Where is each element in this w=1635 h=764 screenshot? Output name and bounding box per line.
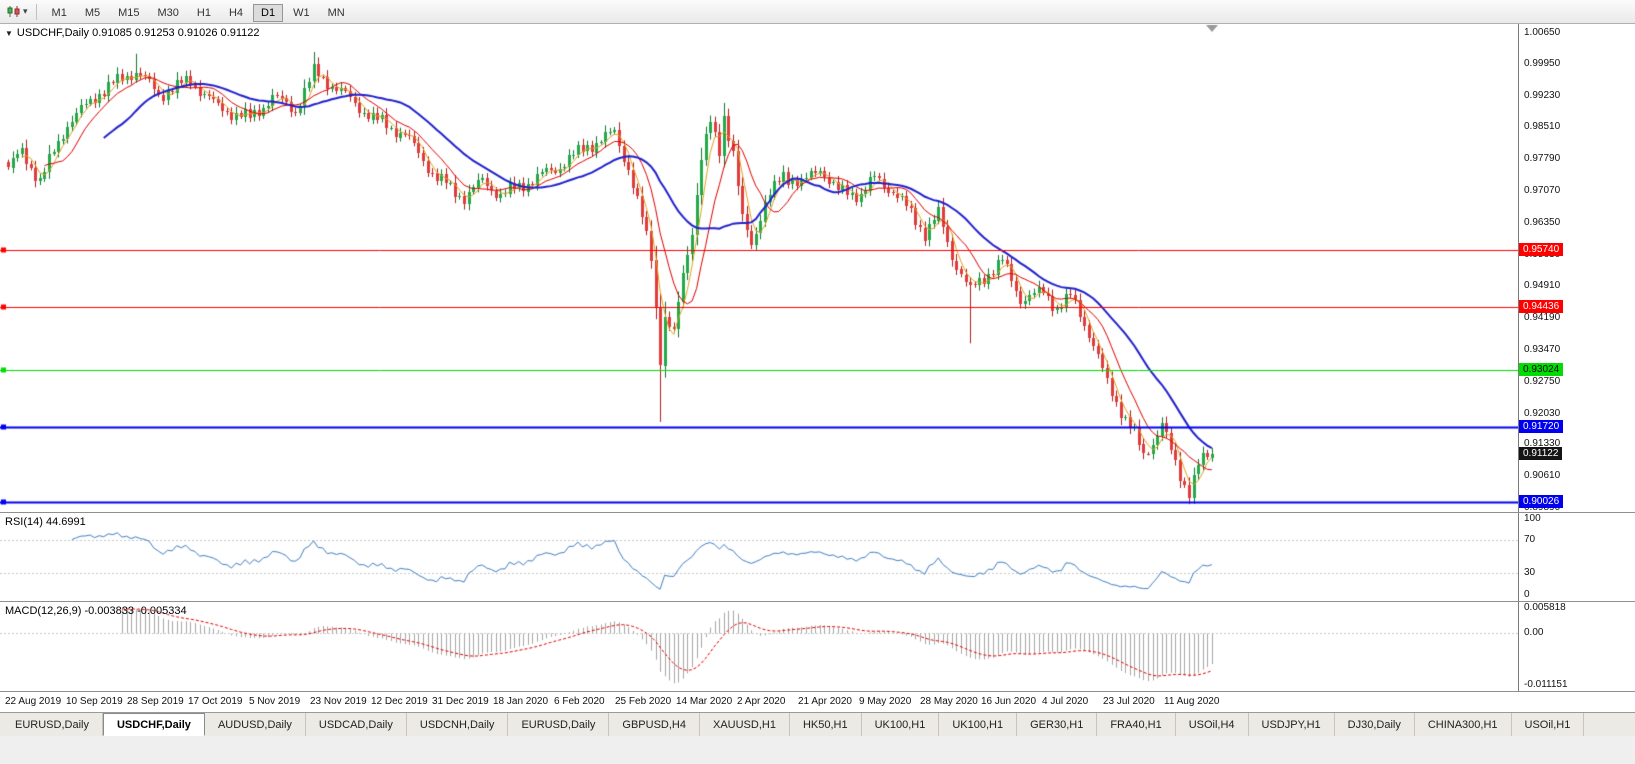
price-scale-label: 0.97070	[1524, 185, 1561, 197]
time-axis-label: 23 Jul 2020	[1103, 696, 1155, 707]
time-axis-label: 22 Aug 2019	[5, 696, 62, 707]
price-scale-label: 0.97790	[1524, 153, 1561, 165]
toolbar: ▾ M1 M5 M15 M30 H1 H4 D1 W1 MN	[0, 0, 1635, 24]
hline-price-badge: 0.91720	[1519, 420, 1564, 434]
timeframe-button-m5[interactable]: M5	[84, 6, 101, 19]
time-axis-label: 2 Apr 2020	[737, 696, 786, 707]
price-scale-label: 0.94190	[1524, 312, 1561, 324]
time-axis-label: 17 Oct 2019	[188, 696, 243, 707]
price-scale[interactable]: 1.00650 0.99950 0.99230 0.98510 0.97790 0.970…	[1518, 24, 1635, 512]
tab-dj30-daily[interactable]: DJ30,Daily	[1335, 713, 1415, 736]
timeframe-button-m1[interactable]: M1	[51, 6, 67, 19]
tab-uk100-h1[interactable]: UK100,H1	[862, 713, 940, 736]
time-axis-label: 12 Dec 2019	[371, 696, 428, 707]
timeframe-button-mn[interactable]: MN	[327, 6, 345, 19]
chart-type-icon[interactable]	[5, 4, 23, 20]
chart-dropdown-caret-icon[interactable]: ▾	[23, 6, 28, 16]
rsi-scale-label: 30	[1524, 567, 1536, 579]
tab-usdcad-daily[interactable]: USDCAD,Daily	[306, 713, 407, 736]
timeframe-button-w1[interactable]: W1	[293, 6, 310, 19]
hline-price-badge: 0.94436	[1519, 300, 1564, 314]
time-axis-label: 9 May 2020	[859, 696, 912, 707]
rsi-scale[interactable]: 100 70 30 0	[1518, 513, 1635, 601]
window-bottom-strip	[0, 736, 1635, 764]
chart-header: ▼ USDCHF,Daily 0.91085 0.91253 0.91026 0.…	[5, 27, 260, 39]
tab-eurusd-daily[interactable]: EURUSD,Daily	[508, 713, 610, 736]
timeframe-button-m30[interactable]: M30	[157, 6, 179, 19]
price-scale-label: 0.98510	[1524, 121, 1561, 133]
time-axis-label: 21 Apr 2020	[798, 696, 852, 707]
price-scale-label: 0.90610	[1524, 470, 1561, 482]
rsi-panel: RSI(14) 44.6991 100 70 30 0	[0, 512, 1635, 601]
price-scale-label: 0.91330	[1524, 438, 1561, 450]
hline-price-badge: 0.90026	[1519, 494, 1564, 508]
tab-usdcnh-daily[interactable]: USDCNH,Daily	[407, 713, 509, 736]
rsi-scale-label: 70	[1524, 533, 1536, 545]
main-chart-panel: ▼ USDCHF,Daily 0.91085 0.91253 0.91026 0.…	[0, 24, 1635, 512]
tab-usoil-h4[interactable]: USOil,H4	[1176, 713, 1249, 736]
rsi-indicator-canvas[interactable]	[0, 513, 1518, 601]
timeframe-toolbar: M1 M5 M15 M30 H1 H4 D1 W1 MN	[43, 3, 354, 22]
macd-scale-label: 0.005818	[1524, 602, 1566, 613]
toolbar-separator	[35, 3, 37, 20]
tab-gbpusd-h4[interactable]: GBPUSD,H4	[609, 713, 700, 736]
time-axis-label: 31 Dec 2019	[432, 696, 489, 707]
chart-header-text: USDCHF,Daily 0.91085 0.91253 0.91026 0.9…	[16, 27, 260, 39]
symbol-menu-caret-icon[interactable]: ▼	[5, 29, 13, 38]
rsi-scale-label: 0	[1524, 589, 1530, 600]
hline-price-badge: 0.93024	[1519, 362, 1564, 376]
timeframe-button-m15[interactable]: M15	[118, 6, 140, 19]
timeframe-button-d1[interactable]: D1	[253, 3, 284, 22]
tab-xauusd-h1[interactable]: XAUUSD,H1	[700, 713, 790, 736]
rsi-label: RSI(14) 44.6991	[5, 516, 86, 528]
timeframe-button-h1[interactable]: H1	[196, 6, 211, 19]
macd-label: MACD(12,26,9) -0.003833 -0.005334	[5, 605, 187, 617]
price-scale-label: 0.99950	[1524, 57, 1561, 69]
tab-usdjpy-h1[interactable]: USDJPY,H1	[1249, 713, 1335, 736]
price-scale-label: 0.94910	[1524, 280, 1561, 292]
macd-scale-label: 0.00	[1524, 627, 1544, 639]
tab-fra40-h1[interactable]: FRA40,H1	[1097, 713, 1176, 736]
candlestick-chart-canvas[interactable]	[0, 24, 1518, 512]
price-scale-label: 0.96350	[1524, 216, 1561, 228]
macd-indicator-canvas[interactable]	[0, 602, 1518, 691]
tab-ger30-h1[interactable]: GER30,H1	[1017, 713, 1098, 736]
current-price-badge: 0.91122	[1519, 446, 1563, 460]
time-axis-label: 23 Nov 2019	[310, 696, 367, 707]
time-axis-label: 6 Feb 2020	[554, 696, 605, 707]
price-scale-label: 0.93470	[1524, 343, 1561, 355]
tab-usdchf-daily[interactable]: USDCHF,Daily	[102, 713, 205, 736]
tab-audusd-daily[interactable]: AUDUSD,Daily	[205, 713, 306, 736]
price-scale-label: 1.00650	[1524, 27, 1561, 38]
price-scale-label: 0.99230	[1524, 89, 1561, 101]
chart-tabs-bar: EURUSD,Daily USDCHF,Daily AUDUSD,Daily USDC…	[0, 712, 1635, 736]
macd-scale-label: -0.011151	[1524, 679, 1568, 690]
tab-eurusd-daily[interactable]: EURUSD,Daily	[2, 713, 103, 736]
hline-price-badge: 0.95740	[1519, 242, 1564, 256]
time-axis-label: 28 May 2020	[920, 696, 978, 707]
macd-panel: MACD(12,26,9) -0.003833 -0.005334 0.0058…	[0, 601, 1635, 691]
rsi-scale-label: 100	[1524, 513, 1541, 524]
time-axis-label: 10 Sep 2019	[66, 696, 123, 707]
tab-usoil-h1[interactable]: USOil,H1	[1512, 713, 1585, 736]
time-axis-label: 16 Jun 2020	[981, 696, 1037, 707]
time-axis-label: 28 Sep 2019	[127, 696, 184, 707]
time-axis-label: 18 Jan 2020	[493, 696, 549, 707]
time-axis[interactable]: 22 Aug 2019 10 Sep 2019 28 Sep 2019 17 Oct …	[0, 691, 1635, 712]
time-axis-label: 14 Mar 2020	[676, 696, 733, 707]
time-axis-label: 25 Feb 2020	[615, 696, 672, 707]
tab-uk100-h1[interactable]: UK100,H1	[939, 713, 1018, 736]
time-axis-label: 5 Nov 2019	[249, 696, 301, 707]
price-scale-label: 0.92750	[1524, 375, 1561, 387]
time-axis-label: 11 Aug 2020	[1164, 696, 1220, 707]
timeframe-button-h4[interactable]: H4	[228, 6, 244, 19]
macd-scale[interactable]: 0.005818 0.00 -0.011151	[1518, 602, 1635, 691]
tab-china300-h1[interactable]: CHINA300,H1	[1415, 713, 1512, 736]
price-scale-label: 0.92030	[1524, 407, 1561, 419]
time-axis-label: 4 Jul 2020	[1042, 696, 1089, 707]
tab-hk50-h1[interactable]: HK50,H1	[790, 713, 862, 736]
